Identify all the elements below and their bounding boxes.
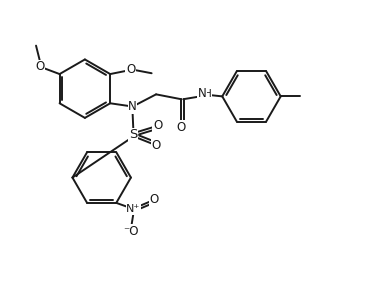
Text: O: O — [150, 193, 159, 206]
Text: O: O — [126, 63, 135, 77]
Text: O: O — [177, 121, 186, 134]
Text: ⁻O: ⁻O — [124, 225, 139, 238]
Text: O: O — [152, 139, 161, 152]
Text: N: N — [198, 87, 206, 100]
Text: N⁺: N⁺ — [126, 204, 140, 214]
Text: S: S — [129, 128, 138, 141]
Text: O: O — [35, 60, 45, 73]
Text: H: H — [204, 89, 212, 99]
Text: N: N — [128, 100, 137, 113]
Text: O: O — [153, 119, 162, 132]
